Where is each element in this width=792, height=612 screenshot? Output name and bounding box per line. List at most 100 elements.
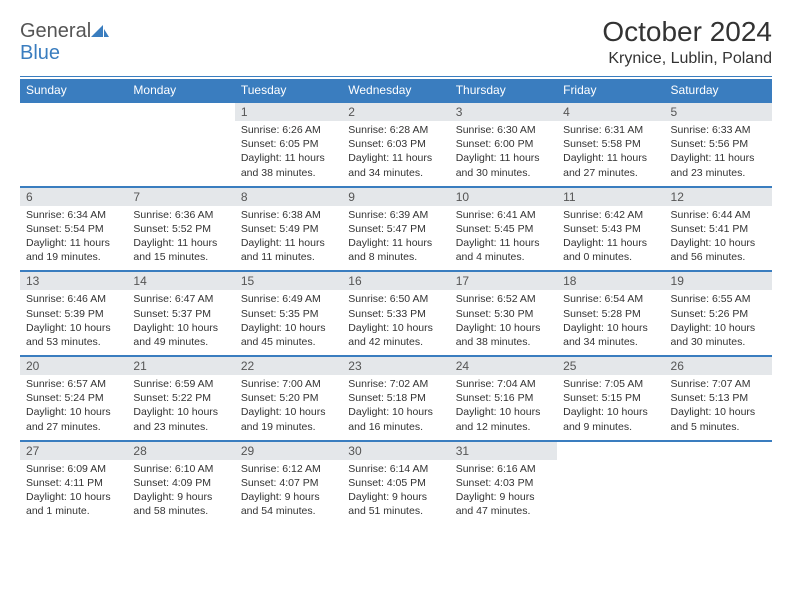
sunrise: Sunrise: 6:26 AM xyxy=(241,123,336,137)
day-number: 18 xyxy=(557,272,664,290)
sunset: Sunset: 4:09 PM xyxy=(133,476,228,490)
daylight: Daylight: 11 hours and 30 minutes. xyxy=(456,151,551,179)
sunrise: Sunrise: 7:04 AM xyxy=(456,377,551,391)
day-cell: 26Sunrise: 7:07 AMSunset: 5:13 PMDayligh… xyxy=(665,356,772,441)
sunrise: Sunrise: 6:16 AM xyxy=(456,462,551,476)
sunrise: Sunrise: 6:33 AM xyxy=(671,123,766,137)
sunset: Sunset: 5:35 PM xyxy=(241,307,336,321)
sunrise: Sunrise: 6:36 AM xyxy=(133,208,228,222)
day-info: Sunrise: 6:41 AMSunset: 5:45 PMDaylight:… xyxy=(450,206,557,271)
day-number: 1 xyxy=(235,103,342,121)
day-number: 31 xyxy=(450,442,557,460)
day-info: Sunrise: 6:36 AMSunset: 5:52 PMDaylight:… xyxy=(127,206,234,271)
sunrise: Sunrise: 6:09 AM xyxy=(26,462,121,476)
day-info: Sunrise: 6:38 AMSunset: 5:49 PMDaylight:… xyxy=(235,206,342,271)
sunset: Sunset: 4:07 PM xyxy=(241,476,336,490)
day-cell: 15Sunrise: 6:49 AMSunset: 5:35 PMDayligh… xyxy=(235,271,342,356)
day-head-thu: Thursday xyxy=(450,79,557,102)
day-number: 2 xyxy=(342,103,449,121)
daylight: Daylight: 11 hours and 23 minutes. xyxy=(671,151,766,179)
daylight: Daylight: 10 hours and 5 minutes. xyxy=(671,405,766,433)
sunrise: Sunrise: 6:38 AM xyxy=(241,208,336,222)
day-info: Sunrise: 6:39 AMSunset: 5:47 PMDaylight:… xyxy=(342,206,449,271)
day-number: 27 xyxy=(20,442,127,460)
day-cell: 8Sunrise: 6:38 AMSunset: 5:49 PMDaylight… xyxy=(235,187,342,272)
sunset: Sunset: 5:22 PM xyxy=(133,391,228,405)
day-number: 16 xyxy=(342,272,449,290)
day-number: 3 xyxy=(450,103,557,121)
day-info: Sunrise: 7:00 AMSunset: 5:20 PMDaylight:… xyxy=(235,375,342,440)
logo: General Blue xyxy=(20,22,109,65)
daylight: Daylight: 10 hours and 34 minutes. xyxy=(563,321,658,349)
day-number: 14 xyxy=(127,272,234,290)
day-number: 12 xyxy=(665,188,772,206)
sunset: Sunset: 6:03 PM xyxy=(348,137,443,151)
sunrise: Sunrise: 6:39 AM xyxy=(348,208,443,222)
daylight: Daylight: 11 hours and 34 minutes. xyxy=(348,151,443,179)
day-info: Sunrise: 6:12 AMSunset: 4:07 PMDaylight:… xyxy=(235,460,342,525)
day-info: Sunrise: 6:55 AMSunset: 5:26 PMDaylight:… xyxy=(665,290,772,355)
calendar-table: Sunday Monday Tuesday Wednesday Thursday… xyxy=(20,79,772,524)
day-info: Sunrise: 6:26 AMSunset: 6:05 PMDaylight:… xyxy=(235,121,342,186)
day-cell: 16Sunrise: 6:50 AMSunset: 5:33 PMDayligh… xyxy=(342,271,449,356)
sunset: Sunset: 6:00 PM xyxy=(456,137,551,151)
daylight: Daylight: 10 hours and 27 minutes. xyxy=(26,405,121,433)
daylight: Daylight: 10 hours and 9 minutes. xyxy=(563,405,658,433)
day-cell: 17Sunrise: 6:52 AMSunset: 5:30 PMDayligh… xyxy=(450,271,557,356)
day-cell: 6Sunrise: 6:34 AMSunset: 5:54 PMDaylight… xyxy=(20,187,127,272)
daylight: Daylight: 11 hours and 4 minutes. xyxy=(456,236,551,264)
day-head-wed: Wednesday xyxy=(342,79,449,102)
sunrise: Sunrise: 7:02 AM xyxy=(348,377,443,391)
day-cell: 28Sunrise: 6:10 AMSunset: 4:09 PMDayligh… xyxy=(127,441,234,525)
sunrise: Sunrise: 6:59 AM xyxy=(133,377,228,391)
sunrise: Sunrise: 6:31 AM xyxy=(563,123,658,137)
day-info: Sunrise: 6:10 AMSunset: 4:09 PMDaylight:… xyxy=(127,460,234,525)
day-info: Sunrise: 6:50 AMSunset: 5:33 PMDaylight:… xyxy=(342,290,449,355)
daylight: Daylight: 11 hours and 15 minutes. xyxy=(133,236,228,264)
day-cell: 12Sunrise: 6:44 AMSunset: 5:41 PMDayligh… xyxy=(665,187,772,272)
sunset: Sunset: 5:41 PM xyxy=(671,222,766,236)
sunset: Sunset: 5:16 PM xyxy=(456,391,551,405)
day-cell: 1Sunrise: 6:26 AMSunset: 6:05 PMDaylight… xyxy=(235,102,342,187)
calendar-body: 1Sunrise: 6:26 AMSunset: 6:05 PMDaylight… xyxy=(20,102,772,524)
logo-text-block: General Blue xyxy=(20,22,109,65)
day-cell: 20Sunrise: 6:57 AMSunset: 5:24 PMDayligh… xyxy=(20,356,127,441)
day-number: 28 xyxy=(127,442,234,460)
daylight: Daylight: 10 hours and 12 minutes. xyxy=(456,405,551,433)
day-info: Sunrise: 6:42 AMSunset: 5:43 PMDaylight:… xyxy=(557,206,664,271)
daylight: Daylight: 10 hours and 49 minutes. xyxy=(133,321,228,349)
week-row: 13Sunrise: 6:46 AMSunset: 5:39 PMDayligh… xyxy=(20,271,772,356)
sunset: Sunset: 5:45 PM xyxy=(456,222,551,236)
day-info: Sunrise: 6:30 AMSunset: 6:00 PMDaylight:… xyxy=(450,121,557,186)
sunrise: Sunrise: 6:47 AM xyxy=(133,292,228,306)
day-head-sat: Saturday xyxy=(665,79,772,102)
day-number: 23 xyxy=(342,357,449,375)
daylight: Daylight: 11 hours and 0 minutes. xyxy=(563,236,658,264)
daylight: Daylight: 10 hours and 42 minutes. xyxy=(348,321,443,349)
sunrise: Sunrise: 6:55 AM xyxy=(671,292,766,306)
month-title: October 2024 xyxy=(602,16,772,48)
sunrise: Sunrise: 6:44 AM xyxy=(671,208,766,222)
day-head-sun: Sunday xyxy=(20,79,127,102)
sunset: Sunset: 4:11 PM xyxy=(26,476,121,490)
logo-sail-icon xyxy=(91,23,109,42)
sunset: Sunset: 5:47 PM xyxy=(348,222,443,236)
sunset: Sunset: 5:54 PM xyxy=(26,222,121,236)
daylight: Daylight: 10 hours and 23 minutes. xyxy=(133,405,228,433)
sunset: Sunset: 5:26 PM xyxy=(671,307,766,321)
day-info: Sunrise: 6:59 AMSunset: 5:22 PMDaylight:… xyxy=(127,375,234,440)
sunset: Sunset: 5:15 PM xyxy=(563,391,658,405)
day-info: Sunrise: 6:54 AMSunset: 5:28 PMDaylight:… xyxy=(557,290,664,355)
header-rule xyxy=(20,76,772,77)
daylight: Daylight: 9 hours and 54 minutes. xyxy=(241,490,336,518)
daylight: Daylight: 10 hours and 30 minutes. xyxy=(671,321,766,349)
day-cell: 2Sunrise: 6:28 AMSunset: 6:03 PMDaylight… xyxy=(342,102,449,187)
day-info: Sunrise: 6:34 AMSunset: 5:54 PMDaylight:… xyxy=(20,206,127,271)
sunset: Sunset: 5:43 PM xyxy=(563,222,658,236)
day-info: Sunrise: 7:05 AMSunset: 5:15 PMDaylight:… xyxy=(557,375,664,440)
sunset: Sunset: 5:39 PM xyxy=(26,307,121,321)
daylight: Daylight: 10 hours and 1 minute. xyxy=(26,490,121,518)
daylight: Daylight: 10 hours and 19 minutes. xyxy=(241,405,336,433)
sunset: Sunset: 5:52 PM xyxy=(133,222,228,236)
sunrise: Sunrise: 6:14 AM xyxy=(348,462,443,476)
